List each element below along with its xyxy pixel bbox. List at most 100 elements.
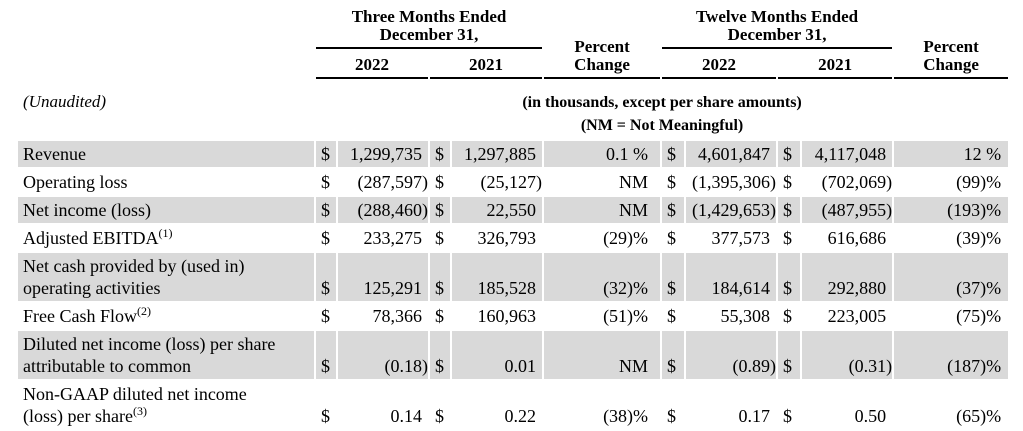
col-group-twelve-months: Twelve Months Ended December 31,: [662, 7, 893, 49]
row-label: Net cash provided by (used in) operating …: [18, 253, 314, 301]
currency-symbol: $: [430, 331, 450, 379]
row-label: Adjusted EBITDA(1): [23, 226, 173, 248]
amount-value: (702,069: [821, 172, 887, 192]
amount-cell-twm-2022: (1,395,306): [686, 169, 776, 195]
amount-cell-twm-2021: (702,069): [802, 169, 893, 195]
hanging-paren: ): [770, 172, 777, 192]
row-label: Operating loss: [23, 172, 128, 192]
amount-value: (1,429,653: [692, 200, 771, 220]
amount-value: 0.01: [504, 356, 537, 376]
amount-value: 0.22: [504, 406, 537, 426]
amount-value: (0.18: [384, 356, 423, 376]
amount-value: 0.17: [738, 406, 771, 426]
amount-cell-tm-2022: 0.14: [338, 381, 428, 429]
percent-change-cell-tm-pct: (51)%: [603, 306, 649, 326]
group-title-line2: December 31,: [727, 25, 827, 44]
currency-symbol: $: [430, 141, 450, 167]
hanging-paren: ): [422, 172, 428, 192]
row-label: Non-GAAP diluted net income (loss) per sh…: [23, 384, 247, 426]
currency-symbol: $: [662, 253, 685, 301]
amount-value: (25,127: [480, 172, 537, 192]
amount-value: 223,005: [827, 306, 887, 326]
row-label: Revenue: [18, 141, 314, 167]
amount-value: 233,275: [363, 228, 423, 248]
year-header-twm-2022: 2022: [662, 51, 777, 79]
amount-value: (1,395,306: [692, 172, 771, 192]
col-group-three-months: Three Months Ended December 31,: [316, 7, 543, 49]
currency-symbol: $: [667, 228, 677, 248]
currency-symbol: $: [778, 141, 801, 167]
amount-value: 22,550: [486, 200, 537, 220]
currency-symbol: $: [783, 306, 793, 326]
amount-cell-twm-2021: 4,117,048: [802, 141, 893, 167]
percent-change-header-1: Percent Change: [544, 8, 661, 79]
amount-cell-tm-2022: (288,460): [338, 197, 428, 223]
currency-symbol: $: [778, 197, 801, 223]
amount-cell-twm-2022: 184,614: [686, 253, 777, 301]
percent-change-cell-tm-pct: NM: [544, 197, 661, 223]
year-header-twm-2021: 2021: [778, 51, 893, 79]
currency-symbol: $: [430, 253, 450, 301]
currency-symbol: $: [667, 172, 677, 192]
currency-symbol: $: [783, 406, 793, 426]
footnote-ref: (3): [132, 404, 147, 418]
amount-value: (487,955: [821, 200, 887, 220]
currency-symbol: $: [316, 253, 336, 301]
percent-change-cell-tm-pct: 0.1 %: [544, 141, 661, 167]
amount-value: 185,528: [477, 278, 537, 298]
amount-value: (288,460: [357, 200, 423, 220]
currency-symbol: $: [321, 228, 330, 248]
amount-cell-twm-2022: 4,601,847: [686, 141, 777, 167]
percent-header-line1: Percent: [574, 37, 630, 56]
group-title-line1: Three Months Ended: [351, 7, 507, 26]
currency-symbol: $: [667, 406, 677, 426]
currency-symbol: $: [435, 172, 444, 192]
footnote-ref: (1): [158, 226, 173, 240]
percent-change-cell-twm-pct: (187)%: [894, 331, 1009, 379]
amount-cell-twm-2021: 292,880: [802, 253, 893, 301]
amount-cell-tm-2022: (0.18): [338, 331, 428, 379]
percent-change-cell-twm-pct: (193)%: [894, 197, 1009, 223]
amount-value: 4,601,847: [698, 144, 771, 164]
percent-header-line2: Change: [574, 55, 630, 74]
hanging-paren: ): [422, 200, 428, 220]
amount-value: (0.89: [732, 356, 771, 376]
amount-cell-tm-2022: 125,291: [338, 253, 428, 301]
amount-cell-tm-2021: 0.01: [452, 331, 543, 379]
amount-value: 0.14: [390, 406, 423, 426]
amount-value: 184,614: [711, 278, 771, 298]
currency-symbol: $: [783, 228, 793, 248]
group-title-line1: Twelve Months Ended: [695, 7, 859, 26]
amount-value: 55,308: [720, 306, 771, 326]
table-row: Non-GAAP diluted net income (loss) per sh…: [18, 381, 1008, 429]
amount-value: 4,117,048: [814, 144, 887, 164]
financial-results-table: Three Months Ended December 31, Percent …: [16, 6, 1010, 431]
amount-cell-twm-2022: (0.89): [686, 331, 777, 379]
percent-change-cell-tm-pct: (38)%: [603, 406, 649, 426]
currency-symbol: $: [435, 228, 444, 248]
percent-change-cell-twm-pct: (99)%: [956, 172, 1002, 192]
currency-symbol: $: [783, 172, 793, 192]
amount-cell-tm-2022: 1,299,735: [338, 141, 428, 167]
percent-change-header-2: Percent Change: [894, 8, 1009, 79]
table-row: Diluted net income (loss) per share attri…: [18, 331, 1009, 379]
amount-cell-tm-2022: (287,597): [338, 169, 429, 195]
amount-cell-twm-2022: 0.17: [686, 381, 776, 429]
hanging-paren: ): [770, 200, 777, 220]
hanging-paren: ): [886, 200, 893, 220]
currency-symbol: $: [662, 331, 685, 379]
currency-symbol: $: [778, 331, 801, 379]
amount-value: 292,880: [827, 278, 887, 298]
amount-cell-twm-2022: 377,573: [686, 225, 776, 251]
currency-symbol: $: [321, 406, 330, 426]
currency-symbol: $: [316, 331, 336, 379]
hanging-paren: ): [886, 172, 893, 192]
table-row: Free Cash Flow(2) $78,366 $160,963 (51)% $55…: [18, 303, 1008, 329]
amount-value: (0.31: [848, 356, 887, 376]
unaudited-label: (Unaudited): [23, 92, 107, 111]
header-row-years: 2022 2021 2022 2021: [18, 51, 1008, 79]
hanging-paren: ): [886, 356, 893, 376]
year-header-tm-2022: 2022: [316, 51, 428, 79]
notes-row-2: (NM = Not Meaningful): [18, 115, 1008, 139]
results-tbody: (Unaudited) (in thousands, except per sh…: [18, 81, 1009, 429]
